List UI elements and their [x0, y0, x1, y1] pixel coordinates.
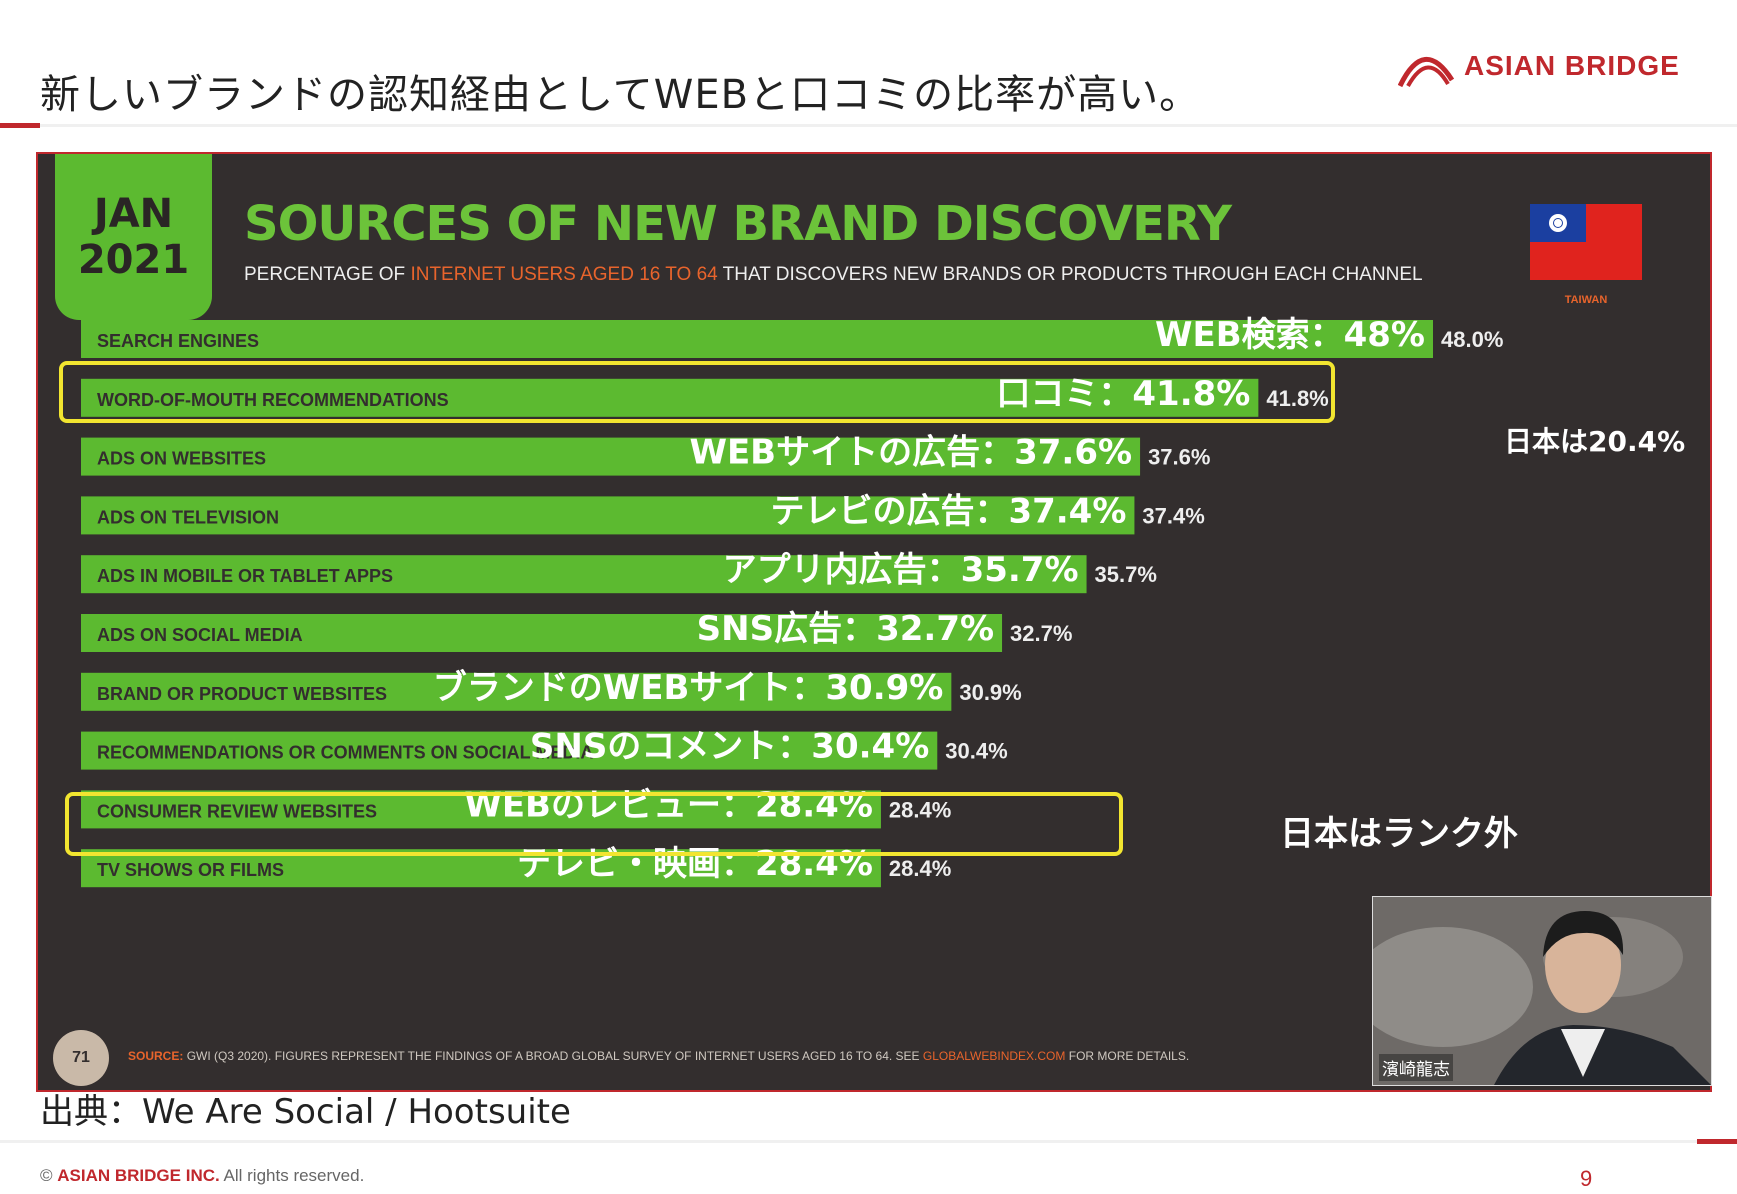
source-tail: FOR MORE DETAILS. [1068, 1049, 1190, 1063]
date-year: 2021 [77, 237, 190, 283]
source-credit: 出典：We Are Social / Hootsuite [40, 1092, 571, 1132]
slide-title: 新しいブランドの認知経由としてWEBと口コミの比率が高い。 [40, 72, 1201, 118]
source-text: GWI (Q3 2020). FIGURES REPRESENT THE FIN… [186, 1049, 920, 1063]
bar-category-label: SEARCH ENGINES [97, 331, 259, 351]
participant-video-icon [1373, 897, 1711, 1085]
bar-overlay-label: 口コミ：41.8% [996, 374, 1250, 414]
japan-note-word-of-mouth: 日本は20.4% [1504, 425, 1686, 458]
bar-value-label: 30.9% [959, 680, 1021, 705]
bar [81, 320, 1433, 358]
bar-value-label: 30.4% [945, 739, 1007, 764]
japan-note-social-comments: 日本はランク外 [1280, 814, 1518, 854]
bar-overlay-label: テレビの広告：37.4% [770, 491, 1126, 531]
bar-overlay-label: SNSのコメント：30.4% [530, 727, 929, 767]
bar-category-label: ADS IN MOBILE OR TABLET APPS [97, 566, 393, 586]
chart-title: SOURCES OF NEW BRAND DISCOVERY [244, 196, 1232, 252]
bar-category-label: ADS ON TELEVISION [97, 507, 279, 527]
bar-category-label: WORD-OF-MOUTH RECOMMENDATIONS [97, 390, 449, 410]
subtitle-highlight: INTERNET USERS AGED 16 TO 64 [410, 264, 718, 285]
page-number: 9 [1580, 1166, 1593, 1191]
copyright-company: ASIAN BRIDGE INC. [57, 1166, 220, 1185]
taiwan-flag-icon [1530, 204, 1642, 280]
subtitle-pre: PERCENTAGE OF [244, 264, 406, 285]
bar [81, 437, 1141, 476]
date-badge: JAN 2021 [55, 154, 212, 320]
bar-chart: SEARCH ENGINES WEB検索：48% 48.0% WORD-OF-MOUT… [81, 315, 1503, 888]
bar-category-label: ADS ON WEBSITES [97, 449, 266, 469]
bar-category-label: BRAND OR PRODUCT WEBSITES [97, 684, 387, 704]
bar-value-label: 48.0% [1441, 327, 1503, 352]
bar-overlay-label: WEB検索：48% [1155, 315, 1425, 355]
footer-accent-line [1697, 1139, 1737, 1144]
bar [81, 672, 952, 711]
bar [81, 731, 938, 770]
bar-value-label: 41.8% [1266, 386, 1328, 411]
brand-logo: ASIAN BRIDGE [1398, 44, 1680, 88]
chart-page-marker: 71 [53, 1030, 109, 1086]
bar [81, 496, 1135, 535]
source-link[interactable]: GLOBALWEBINDEX.COM [922, 1049, 1066, 1063]
source-note: SOURCE: GWI (Q3 2020). FIGURES REPRESENT… [128, 1049, 1189, 1063]
bar-value-label: 28.4% [889, 797, 951, 822]
bar [81, 555, 1087, 594]
brand-logo-text: ASIAN BRIDGE [1464, 50, 1680, 81]
copyright-rest: All rights reserved. [223, 1166, 365, 1185]
bar-category-label: ADS ON SOCIAL MEDIA [97, 625, 303, 645]
bar-value-label: 37.6% [1148, 445, 1210, 470]
highlight-word-of-mouth [59, 361, 1335, 423]
bar-category-label: TV SHOWS OR FILMS [97, 860, 284, 880]
bar-value-label: 37.4% [1142, 503, 1204, 528]
highlight-social-comments [65, 792, 1123, 856]
source-label: SOURCE: [128, 1049, 184, 1063]
bar-overlay-label: テレビ・映画：28.4% [517, 844, 873, 884]
copyright-symbol: © [40, 1166, 53, 1185]
bar-overlay-label: WEBサイトの広告：37.6% [689, 433, 1132, 473]
bar [81, 790, 881, 829]
date-month: JAN [93, 191, 174, 237]
bar-overlay-label: ブランドのWEBサイト：30.9% [433, 668, 944, 708]
bar [81, 614, 1003, 652]
chart-subtitle: PERCENTAGE OF INTERNET USERS AGED 16 TO … [244, 264, 1423, 286]
footer-divider [0, 1140, 1697, 1143]
chart-panel: JAN 2021 SOURCES OF NEW BRAND DISCOVERY … [36, 152, 1712, 1092]
bar-value-label: 28.4% [889, 856, 951, 881]
bar-value-label: 35.7% [1095, 562, 1157, 587]
title-divider [40, 124, 1737, 127]
subtitle-post: THAT DISCOVERS NEW BRANDS OR PRODUCTS TH… [722, 264, 1423, 285]
country-label: TAIWAN [1564, 294, 1608, 306]
participant-name: 濱崎龍志 [1379, 1054, 1453, 1081]
bar-category-label: CONSUMER REVIEW WEBSITES [97, 801, 377, 821]
bar [81, 378, 1259, 417]
bar-value-label: 32.7% [1010, 621, 1072, 646]
bar-category-label: RECOMMENDATIONS OR COMMENTS ON SOCIAL ME… [97, 743, 593, 763]
title-accent-line [0, 123, 40, 128]
video-tile[interactable]: 濱崎龍志 [1372, 896, 1712, 1086]
bridge-logo-icon [1398, 57, 1454, 88]
bar-overlay-label: SNS広告：32.7% [697, 609, 994, 649]
copyright: © ASIAN BRIDGE INC. All rights reserved. [40, 1166, 364, 1186]
bar-overlay-label: アプリ内広告：35.7% [723, 550, 1079, 590]
